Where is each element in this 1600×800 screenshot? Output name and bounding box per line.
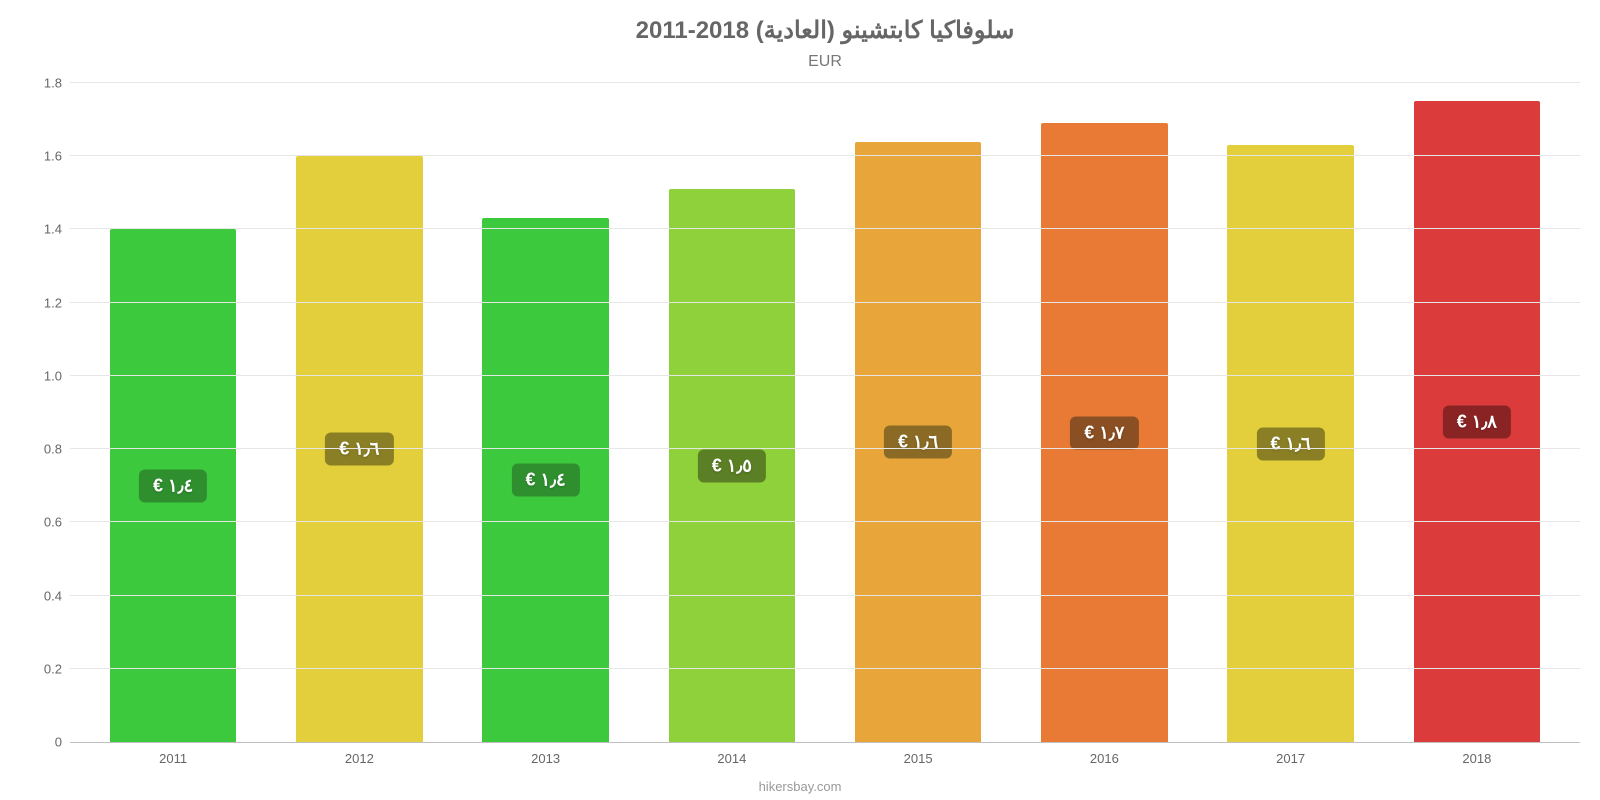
y-tick-label: 0.2 [20,661,62,676]
y-tick-label: 1.4 [20,222,62,237]
bar-value-label: ١٫٤ € [139,469,207,502]
x-tick-label: 2011 [80,751,266,766]
gridline [70,228,1580,229]
gridline [70,155,1580,156]
chart-subtitle: EUR [70,53,1580,71]
bar-value-label: ١٫٨ € [1443,405,1511,438]
y-tick-label: 0.4 [20,588,62,603]
bar: ١٫٨ € [1414,101,1541,742]
gridline [70,302,1580,303]
bar-slot: ١٫٧ € [1011,83,1197,742]
x-tick-label: 2012 [266,751,452,766]
bars-group: ١٫٤ € ١٫٦ € ١٫٤ € ١٫٥ € ١٫٦ € ١٫٧ € ١٫٦ € ١٫٨ € [70,83,1580,742]
bar-slot: ١٫٦ € [1198,83,1384,742]
y-tick-label: 1.0 [20,368,62,383]
x-tick-label: 2014 [639,751,825,766]
bar: ١٫٥ € [669,189,796,742]
y-tick-label: 0.6 [20,515,62,530]
bar-slot: ١٫٨ € [1384,83,1570,742]
gridline [70,82,1580,83]
bar: ١٫٧ € [1041,123,1168,742]
bar: ١٫٤ € [482,218,609,742]
bar: ١٫٤ € [110,229,237,742]
bar-value-label: ١٫٤ € [512,464,580,497]
y-tick-label: 1.2 [20,295,62,310]
bar-slot: ١٫٤ € [453,83,639,742]
bar-slot: ١٫٥ € [639,83,825,742]
credit-text: hikersbay.com [0,779,1600,794]
x-axis: 20112012201320142015201620172018 [70,743,1580,766]
bar-slot: ١٫٦ € [266,83,452,742]
x-tick-label: 2016 [1011,751,1197,766]
y-tick-label: 1.8 [20,76,62,91]
bar: ١٫٦ € [1227,145,1354,742]
bar-slot: ١٫٦ € [825,83,1011,742]
x-tick-label: 2013 [453,751,639,766]
bar-slot: ١٫٤ € [80,83,266,742]
x-tick-label: 2018 [1384,751,1570,766]
gridline [70,595,1580,596]
plot-area: ١٫٤ € ١٫٦ € ١٫٤ € ١٫٥ € ١٫٦ € ١٫٧ € ١٫٦ € ١٫٨ €… [70,83,1580,743]
gridline [70,375,1580,376]
bar-value-label: ١٫٧ € [1070,416,1138,449]
bar-value-label: ١٫٦ € [884,425,952,458]
y-tick-label: 0 [20,735,62,750]
gridline [70,521,1580,522]
y-tick-label: 0.8 [20,442,62,457]
gridline [70,448,1580,449]
bar-value-label: ١٫٦ € [325,433,393,466]
bar-value-label: ١٫٥ € [698,449,766,482]
x-tick-label: 2017 [1198,751,1384,766]
gridline [70,668,1580,669]
bar-value-label: ١٫٦ € [1257,427,1325,460]
chart-title: سلوفاكيا كابتشينو (العادية) 2018-2011 [70,16,1580,45]
y-tick-label: 1.6 [20,149,62,164]
x-tick-label: 2015 [825,751,1011,766]
bar: ١٫٦ € [855,142,982,742]
chart-container: سلوفاكيا كابتشينو (العادية) 2018-2011 EU… [0,0,1600,800]
